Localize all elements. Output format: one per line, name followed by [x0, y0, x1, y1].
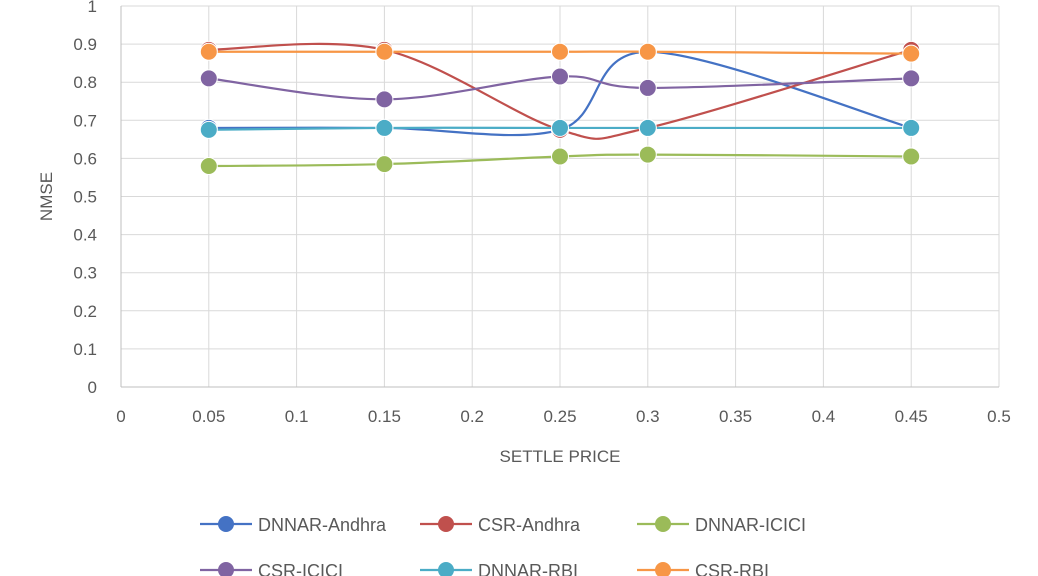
y-tick-label: 0 — [88, 378, 97, 397]
series-markers — [199, 40, 921, 176]
x-tick-label: 0 — [116, 407, 125, 426]
legend-label: CSR-ICICI — [258, 561, 343, 576]
data-point-csr-icici-4 — [902, 69, 921, 88]
data-point-csr-rbi-4 — [902, 44, 921, 63]
data-point-dnnar-rbi-1 — [375, 118, 394, 137]
y-tick-label: 0.2 — [73, 302, 97, 321]
data-point-csr-icici-0 — [199, 69, 218, 88]
legend-marker — [218, 516, 234, 532]
x-axis-title: SETTLE PRICE — [500, 447, 621, 466]
y-tick-label: 0.8 — [73, 73, 97, 92]
data-point-dnnar-icici-3 — [638, 145, 657, 164]
axes — [120, 6, 999, 388]
legend-marker — [218, 562, 234, 576]
y-tick-label: 0.6 — [73, 149, 97, 168]
data-point-dnnar-rbi-3 — [638, 118, 657, 137]
data-point-csr-rbi-1 — [375, 42, 394, 61]
x-tick-label: 0.25 — [543, 407, 576, 426]
legend-label: CSR-RBI — [695, 561, 769, 576]
x-tick-label: 0.4 — [812, 407, 836, 426]
legend-item-dnnar-rbi: DNNAR-RBI — [420, 561, 578, 576]
data-point-csr-rbi-0 — [199, 42, 218, 61]
y-tick-label: 1 — [88, 0, 97, 16]
legend-label: DNNAR-Andhra — [258, 515, 387, 535]
x-tick-label: 0.05 — [192, 407, 225, 426]
y-tick-label: 0.5 — [73, 188, 97, 207]
legend-item-dnnar-andhra: DNNAR-Andhra — [200, 515, 387, 535]
legend-label: CSR-Andhra — [478, 515, 581, 535]
x-tick-label: 0.15 — [368, 407, 401, 426]
legend-marker — [438, 516, 454, 532]
x-tick-label: 0.3 — [636, 407, 660, 426]
legend-marker — [655, 562, 671, 576]
x-tick-label: 0.5 — [987, 407, 1011, 426]
legend-marker — [438, 562, 454, 576]
y-axis-title: NMSE — [37, 172, 56, 221]
data-point-dnnar-rbi-0 — [199, 120, 218, 139]
legend-label: DNNAR-RBI — [478, 561, 578, 576]
y-tick-label: 0.3 — [73, 264, 97, 283]
data-point-dnnar-icici-1 — [375, 155, 394, 174]
data-point-csr-icici-3 — [638, 78, 657, 97]
data-point-dnnar-icici-0 — [199, 157, 218, 176]
x-tick-label: 0.45 — [895, 407, 928, 426]
x-tick-label: 0.1 — [285, 407, 309, 426]
legend-item-csr-icici: CSR-ICICI — [200, 561, 343, 576]
legend-item-csr-andhra: CSR-Andhra — [420, 515, 581, 535]
data-point-csr-icici-2 — [551, 67, 569, 86]
legend-label: DNNAR-ICICI — [695, 515, 806, 535]
y-tick-label: 0.4 — [73, 226, 97, 245]
data-point-dnnar-icici-4 — [902, 147, 921, 166]
data-point-csr-icici-1 — [375, 90, 394, 109]
data-point-csr-rbi-3 — [638, 42, 657, 61]
legend: DNNAR-Andhra CSR-Andhra DNNAR-ICICI CSR-ICI… — [200, 515, 806, 576]
x-tick-label: 0.35 — [719, 407, 752, 426]
data-point-dnnar-rbi-4 — [902, 118, 921, 137]
y-tick-label: 0.7 — [73, 111, 97, 130]
y-tick-label: 0.9 — [73, 35, 97, 54]
data-point-csr-rbi-2 — [551, 42, 569, 61]
y-tick-label: 0.1 — [73, 340, 97, 359]
data-point-dnnar-rbi-2 — [551, 118, 569, 137]
x-tick-label: 0.2 — [460, 407, 484, 426]
legend-marker — [655, 516, 671, 532]
data-point-dnnar-icici-2 — [551, 147, 569, 166]
legend-item-dnnar-icici: DNNAR-ICICI — [637, 515, 806, 535]
legend-item-csr-rbi: CSR-RBI — [637, 561, 769, 576]
tick-labels: 0 0.1 0.2 0.3 0.4 0.5 0.6 0.7 0.8 0.9 1 0 0.05 0.1 0.1… — [73, 0, 1010, 426]
